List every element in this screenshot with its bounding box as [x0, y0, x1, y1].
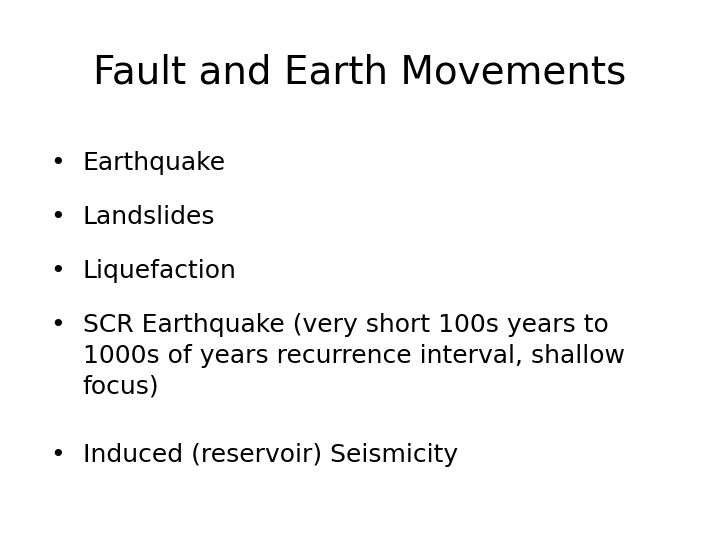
Text: Landslides: Landslides [83, 205, 215, 229]
Text: •: • [50, 205, 65, 229]
Text: •: • [50, 259, 65, 283]
Text: •: • [50, 151, 65, 175]
Text: •: • [50, 313, 65, 337]
Text: Induced (reservoir) Seismicity: Induced (reservoir) Seismicity [83, 443, 458, 467]
Text: SCR Earthquake (very short 100s years to
1000s of years recurrence interval, sha: SCR Earthquake (very short 100s years to… [83, 313, 625, 399]
Text: Fault and Earth Movements: Fault and Earth Movements [94, 54, 626, 92]
Text: Liquefaction: Liquefaction [83, 259, 237, 283]
Text: •: • [50, 443, 65, 467]
Text: Earthquake: Earthquake [83, 151, 226, 175]
